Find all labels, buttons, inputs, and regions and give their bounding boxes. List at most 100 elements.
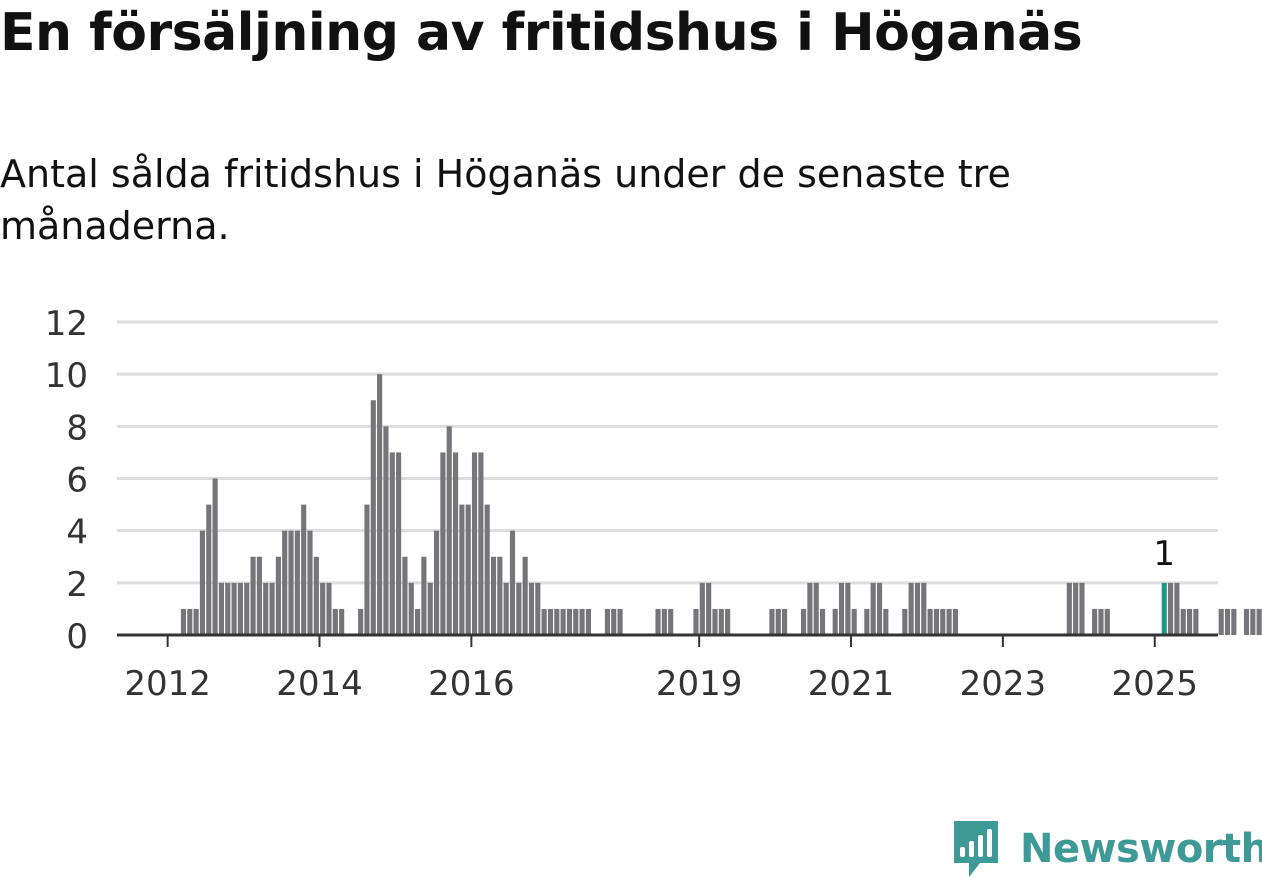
bar: [440, 452, 446, 635]
bar: [706, 582, 712, 635]
bar: [452, 452, 459, 635]
bar: [364, 504, 370, 635]
bar: [1218, 608, 1224, 635]
bar: [611, 608, 617, 635]
grid-lines: [117, 320, 1218, 585]
bar: [301, 504, 307, 635]
bar: [547, 608, 554, 635]
bar: [389, 452, 395, 635]
bar: [1250, 608, 1256, 635]
bar: [1193, 608, 1199, 635]
bar: [1256, 608, 1262, 635]
bar: [819, 608, 826, 635]
bar: [668, 608, 674, 635]
bar: [383, 426, 389, 635]
bar: [801, 608, 807, 635]
bar: [421, 556, 427, 635]
bar: [465, 504, 471, 635]
newsworthy-logo-icon: [954, 821, 998, 877]
bar: [471, 452, 478, 635]
bar: [1098, 608, 1104, 635]
bar: [206, 504, 212, 635]
data-labels: 1: [1153, 534, 1175, 574]
x-tick-label: 2023: [960, 664, 1047, 704]
bar: [294, 530, 300, 635]
bar: [876, 582, 883, 635]
y-tick-label: 12: [45, 304, 88, 344]
bar: [370, 400, 376, 635]
bar: [1224, 608, 1231, 635]
bar: [579, 608, 585, 635]
bar: [313, 556, 319, 635]
x-tick-label: 2012: [124, 664, 211, 704]
bar: [427, 582, 433, 635]
bar: [782, 608, 788, 635]
bar: [769, 608, 775, 635]
bar: [528, 582, 535, 635]
bar: [566, 608, 573, 635]
bar: [459, 504, 465, 635]
bar: [1180, 608, 1186, 635]
bar: [484, 504, 490, 635]
bar-chart: 0 2 4 6 8 10 12 2012 2014 2016 2019 2021 2023 2025 1: [45, 304, 1262, 704]
bar: [807, 582, 813, 635]
bar: [446, 426, 452, 635]
bar: [921, 582, 927, 635]
bar: [1073, 582, 1079, 635]
bar: [408, 582, 414, 635]
x-tick-label: 2016: [428, 664, 515, 704]
bar: [725, 608, 731, 635]
bar: [1066, 582, 1072, 635]
y-tick-label: 0: [66, 617, 88, 657]
bar: [250, 556, 256, 635]
bar: [212, 478, 218, 635]
bar: [832, 608, 838, 635]
y-axis-tick-labels: 0 2 4 6 8 10 12: [45, 304, 88, 657]
bar: [1186, 608, 1193, 635]
bar: [244, 582, 250, 635]
bar: [573, 608, 579, 635]
data-label: 1: [1153, 534, 1175, 574]
bar: [1092, 608, 1098, 635]
bar: [1231, 608, 1237, 635]
bar: [661, 608, 667, 635]
bar: [503, 582, 509, 635]
chart-title: En försäljning av fritidshus i Höganäs: [0, 3, 1083, 63]
bar: [927, 608, 933, 635]
brand-name: Newsworthy: [1020, 826, 1262, 872]
y-tick-label: 6: [66, 461, 88, 501]
bar-series: [180, 374, 1262, 635]
bar: [497, 556, 503, 635]
highlighted-bar: [1161, 582, 1167, 635]
bar: [490, 556, 497, 635]
bar: [851, 608, 857, 635]
newsworthy-brand: Newsworthy: [950, 819, 1262, 879]
bar: [845, 582, 851, 635]
bar: [326, 582, 332, 635]
bar: [1079, 582, 1085, 635]
bar: [902, 608, 908, 635]
bar: [193, 608, 199, 635]
bar: [775, 608, 781, 635]
bar: [1174, 582, 1180, 635]
bar: [1168, 582, 1174, 635]
x-tick-label: 2021: [808, 664, 895, 704]
bar: [269, 582, 275, 635]
bar: [288, 530, 294, 635]
y-tick-label: 8: [66, 408, 88, 448]
bar: [509, 530, 516, 635]
bar: [541, 608, 547, 635]
bar: [358, 608, 364, 635]
bar: [377, 374, 383, 635]
bar: [332, 608, 338, 635]
bar: [914, 582, 921, 635]
bar: [275, 556, 281, 635]
bar: [187, 608, 193, 635]
bar: [952, 608, 958, 635]
y-tick-label: 4: [66, 513, 88, 553]
bar: [263, 582, 269, 635]
y-tick-label: 10: [45, 356, 88, 396]
bar: [218, 582, 224, 635]
bar: [838, 582, 845, 635]
x-tick-label: 2025: [1111, 664, 1198, 704]
